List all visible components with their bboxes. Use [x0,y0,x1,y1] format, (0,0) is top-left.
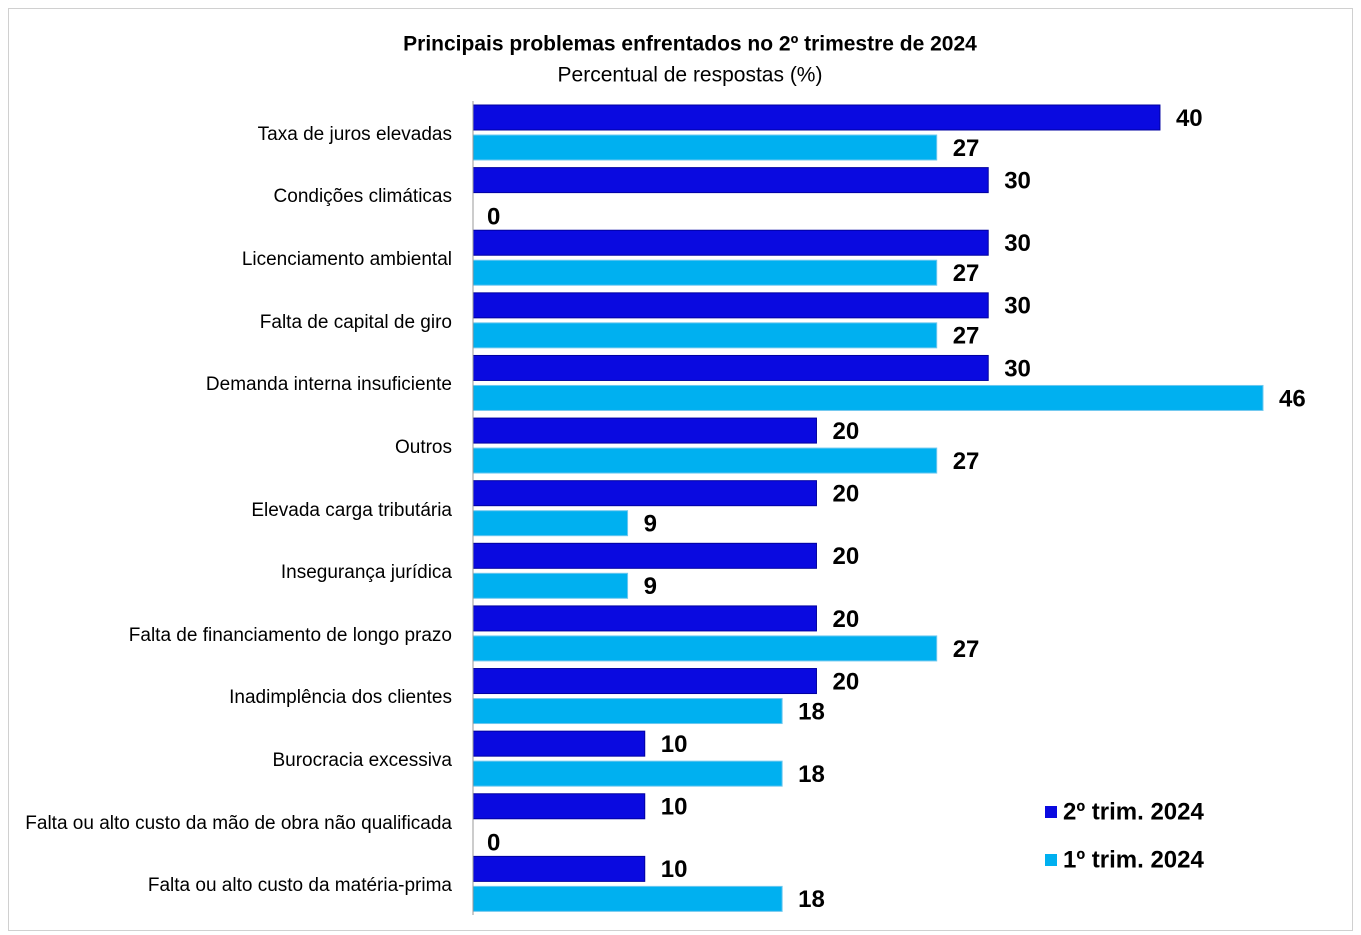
data-label: 20 [832,418,859,445]
data-label: 20 [832,668,859,695]
bar [472,698,783,725]
data-label: 18 [798,698,825,725]
bar [472,104,1161,131]
data-label: 20 [832,606,859,633]
bar [472,542,817,569]
bar [472,480,817,507]
legend-swatch [1045,806,1057,818]
data-label: 27 [953,260,980,287]
bar [472,885,783,912]
legend-swatch [1045,854,1057,866]
category-label: Elevada carga tributária [251,499,452,521]
bar [472,447,938,474]
category-label: Falta ou alto custo da mão de obra não q… [25,812,452,834]
bar [472,668,817,695]
legend-label: 1º trim. 2024 [1063,846,1205,873]
category-label: Inadimplência dos clientes [229,687,452,709]
bar [472,417,817,444]
data-label: 0 [487,830,500,857]
bar [472,793,646,820]
data-label: 46 [1279,385,1306,412]
data-label: 20 [832,481,859,508]
bar [472,605,817,632]
data-label: 27 [953,135,980,162]
category-label: Falta de financiamento de longo prazo [128,624,452,646]
category-label: Licenciamento ambiental [241,249,452,271]
bar [472,322,938,349]
bar [472,855,646,882]
data-label: 18 [798,886,825,913]
bar [472,134,938,161]
category-label: Falta ou alto custo da matéria-prima [147,875,452,897]
data-label: 9 [644,573,657,600]
bar [472,354,989,381]
bar [472,229,989,256]
data-label: 9 [644,511,657,538]
data-label: 18 [798,761,825,788]
category-label: Burocracia excessiva [272,749,452,771]
chart-title: Principais problemas enfrentados no 2º t… [403,33,977,56]
bar [472,510,629,537]
bar [472,730,646,757]
bar [472,167,989,194]
bar [472,760,783,787]
category-label: Insegurança jurídica [280,562,452,584]
data-label: 40 [1176,105,1203,132]
bar [472,384,1264,411]
data-label: 0 [487,203,500,230]
chart-subtitle: Percentual de respostas (%) [558,64,823,87]
data-label: 30 [1004,293,1031,320]
category-label: Outros [394,436,452,458]
data-label: 20 [832,543,859,570]
data-label: 27 [953,323,980,350]
bar [472,292,989,319]
category-label: Demanda interna insuficiente [205,374,452,396]
category-label: Condições climáticas [273,186,452,208]
frame [8,8,1353,931]
category-label: Taxa de juros elevadas [257,123,452,145]
data-label: 30 [1004,355,1031,382]
legend-label: 2º trim. 2024 [1063,798,1205,825]
data-label: 10 [661,794,688,821]
bar [472,259,938,286]
data-label: 27 [953,636,980,663]
data-label: 10 [661,856,688,883]
data-label: 10 [661,731,688,758]
bar [472,635,938,662]
category-label: Falta de capital de giro [259,311,452,333]
data-label: 27 [953,448,980,475]
bar [472,572,629,599]
data-label: 30 [1004,167,1031,194]
data-label: 30 [1004,230,1031,257]
